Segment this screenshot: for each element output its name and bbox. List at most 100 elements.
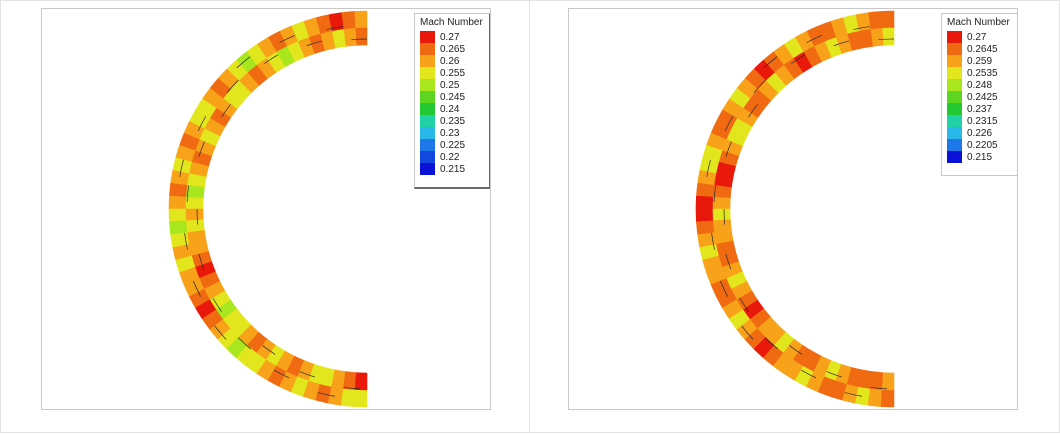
- contour-line: [723, 208, 726, 225]
- contour-cell: [695, 195, 714, 210]
- contour-line: [198, 253, 205, 270]
- contour-cell: [354, 27, 368, 46]
- legend-label: 0.25: [440, 79, 460, 91]
- legend-swatch: [420, 31, 435, 43]
- legend-swatch: [947, 91, 962, 103]
- legend-entry: 0.25: [420, 79, 484, 91]
- contour-line: [789, 345, 803, 355]
- contour-cell: [696, 182, 715, 198]
- legend-entry: 0.226: [947, 127, 1013, 139]
- contour-cell: [881, 27, 895, 46]
- legend-swatch: [947, 127, 962, 139]
- legend-swatch: [420, 79, 435, 91]
- legend-label: 0.215: [440, 163, 466, 175]
- legend-entry: 0.23: [420, 127, 484, 139]
- legend-swatch: [420, 127, 435, 139]
- legend-entry: 0.215: [947, 151, 1013, 163]
- legend-label: 0.215: [967, 151, 993, 163]
- contour-line: [196, 208, 199, 225]
- legend-entry: 0.27: [420, 31, 484, 43]
- contour-line: [844, 392, 862, 397]
- contour-line: [212, 297, 222, 312]
- contour-line: [765, 337, 778, 350]
- contour-line: [826, 371, 842, 378]
- contour-line: [236, 56, 251, 69]
- legend-swatch: [420, 43, 435, 55]
- legend-entry: 0.255: [420, 67, 484, 79]
- contour-cell: [712, 208, 731, 222]
- plot-frame-left: Mach Number 0.27 0.265 0.26 0.255 0.25 0.245 0…: [41, 8, 491, 410]
- legend-entry: 0.24: [420, 103, 484, 115]
- contour-cell: [880, 389, 895, 408]
- legend-entry: 0.215: [420, 163, 484, 175]
- contour-line: [221, 104, 231, 118]
- contour-line: [264, 54, 279, 64]
- legend-label: 0.245: [440, 91, 466, 103]
- contour-line: [748, 104, 758, 118]
- contour-line: [214, 325, 227, 340]
- contour-line: [197, 115, 207, 132]
- legend-swatch: [947, 151, 962, 163]
- contour-cell: [695, 208, 714, 223]
- legend-swatch: [947, 67, 962, 79]
- legend-right: Mach Number 0.27 0.2645 0.259 0.2535 0.248 0.…: [941, 13, 1017, 176]
- contour-cell: [168, 195, 187, 210]
- legend-entry: 0.225: [420, 139, 484, 151]
- legend-swatch: [420, 151, 435, 163]
- plot-panel-right: Mach Number 0.27 0.2645 0.259 0.2535 0.248 0.…: [530, 0, 1060, 433]
- legend-label: 0.2535: [967, 67, 998, 79]
- contour-line: [833, 40, 850, 47]
- contour-line: [238, 337, 251, 350]
- contour-line: [192, 280, 201, 297]
- legend-label: 0.248: [967, 79, 993, 91]
- plot-panel-left: Mach Number 0.27 0.265 0.26 0.255 0.25 0.245 0…: [0, 0, 530, 433]
- contour-line: [806, 34, 823, 43]
- legend-entry: 0.2535: [947, 67, 1013, 79]
- legend-swatch: [420, 115, 435, 127]
- legend-label: 0.237: [967, 103, 993, 115]
- legend-swatch: [420, 67, 435, 79]
- legend-entry: 0.265: [420, 43, 484, 55]
- legend-entry: 0.22: [420, 151, 484, 163]
- contour-line: [273, 369, 290, 379]
- legend-label: 0.26: [440, 55, 460, 67]
- legend-label: 0.265: [440, 43, 466, 55]
- contour-line: [800, 369, 817, 379]
- legend-label: 0.226: [967, 127, 993, 139]
- legend-entry: 0.235: [420, 115, 484, 127]
- legend-swatch: [420, 91, 435, 103]
- contour-line: [753, 80, 766, 93]
- legend-swatch: [420, 55, 435, 67]
- legend-title-right: Mach Number: [947, 17, 1010, 28]
- legend-label: 0.235: [440, 115, 466, 127]
- contour-cell: [713, 185, 732, 199]
- contour-line: [198, 141, 205, 157]
- legend-label: 0.27: [967, 31, 987, 43]
- contour-line: [351, 38, 368, 41]
- contour-line: [853, 26, 871, 30]
- contour-cell: [168, 208, 187, 223]
- legend-title-left: Mach Number: [420, 17, 483, 28]
- legend-left: Mach Number 0.27 0.265 0.26 0.255 0.25 0.245 0…: [414, 13, 490, 189]
- legend-entry: 0.2645: [947, 43, 1013, 55]
- contour-line: [317, 392, 335, 397]
- contour-line: [878, 38, 895, 41]
- contour-line: [711, 232, 715, 250]
- contour-cell: [343, 371, 357, 390]
- contour-line: [739, 297, 749, 312]
- legend-swatch: [947, 43, 962, 55]
- legend-entry: 0.245: [420, 91, 484, 103]
- contour-line: [725, 253, 732, 270]
- legend-label: 0.22: [440, 151, 460, 163]
- contour-line: [299, 371, 315, 378]
- legend-entry: 0.237: [947, 103, 1013, 115]
- contour-cell: [169, 182, 188, 198]
- legend-entry: 0.2315: [947, 115, 1013, 127]
- legend-entry: 0.2205: [947, 139, 1013, 151]
- contour-line: [326, 26, 344, 30]
- contour-line: [306, 40, 323, 47]
- contour-line: [706, 159, 711, 177]
- legend-entry: 0.27: [947, 31, 1013, 43]
- legend-swatch: [947, 139, 962, 151]
- contour-line: [725, 141, 732, 157]
